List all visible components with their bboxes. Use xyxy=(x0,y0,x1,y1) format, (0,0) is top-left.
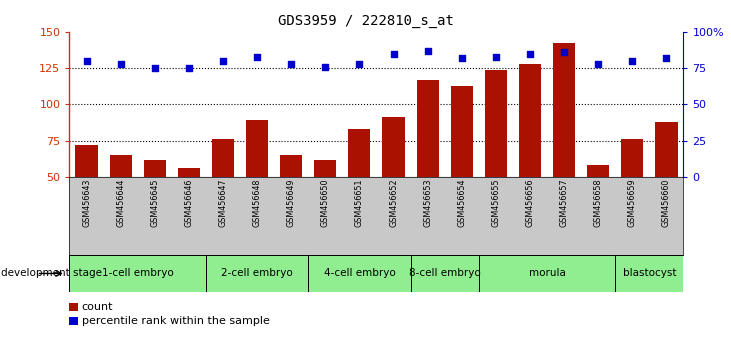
Bar xyxy=(587,165,610,250)
Text: blastocyst: blastocyst xyxy=(623,268,676,279)
Text: GSM456656: GSM456656 xyxy=(526,178,534,227)
Point xyxy=(524,51,536,57)
Bar xyxy=(246,120,268,250)
Point xyxy=(490,54,501,59)
Point xyxy=(183,65,194,71)
Bar xyxy=(621,139,643,250)
Point xyxy=(319,64,331,69)
Bar xyxy=(616,255,683,292)
Point xyxy=(115,61,126,67)
Text: GSM456660: GSM456660 xyxy=(662,178,671,227)
Text: GSM456643: GSM456643 xyxy=(82,178,91,227)
Bar xyxy=(655,122,678,250)
Text: count: count xyxy=(82,302,113,312)
Point xyxy=(422,48,433,53)
Bar xyxy=(212,139,234,250)
Bar xyxy=(519,64,541,250)
Bar xyxy=(143,160,166,250)
Bar xyxy=(553,44,575,250)
Point xyxy=(387,51,399,57)
Bar xyxy=(69,255,206,292)
Text: GSM456651: GSM456651 xyxy=(355,178,364,227)
Text: GSM456655: GSM456655 xyxy=(491,178,500,227)
Point xyxy=(558,49,570,55)
Point xyxy=(217,58,229,64)
Text: 8-cell embryo: 8-cell embryo xyxy=(409,268,480,279)
Text: GSM456648: GSM456648 xyxy=(253,178,262,227)
Point xyxy=(354,61,366,67)
Text: percentile rank within the sample: percentile rank within the sample xyxy=(82,316,270,326)
Bar xyxy=(485,70,507,250)
Point xyxy=(149,65,161,71)
Text: 2-cell embryo: 2-cell embryo xyxy=(221,268,293,279)
Text: GSM456650: GSM456650 xyxy=(321,178,330,227)
Bar xyxy=(206,255,308,292)
Point xyxy=(80,58,92,64)
Bar xyxy=(178,168,200,250)
Point xyxy=(251,54,263,59)
Bar xyxy=(417,80,439,250)
Point xyxy=(661,55,673,61)
Text: GSM456647: GSM456647 xyxy=(219,178,227,227)
Text: GSM456646: GSM456646 xyxy=(184,178,193,227)
Bar xyxy=(110,155,132,250)
Bar xyxy=(479,255,616,292)
Text: GSM456645: GSM456645 xyxy=(151,178,159,227)
Bar xyxy=(314,160,336,250)
Point xyxy=(285,61,297,67)
Text: GSM456654: GSM456654 xyxy=(458,178,466,227)
Text: GSM456653: GSM456653 xyxy=(423,178,432,227)
Point xyxy=(626,58,638,64)
Text: GSM456649: GSM456649 xyxy=(287,178,295,227)
Text: 4-cell embryo: 4-cell embryo xyxy=(324,268,395,279)
Text: development stage: development stage xyxy=(1,268,102,279)
Point xyxy=(592,61,604,67)
Bar xyxy=(75,145,97,250)
Text: GSM456657: GSM456657 xyxy=(560,178,569,227)
Bar xyxy=(280,155,303,250)
Bar xyxy=(411,255,479,292)
Text: GSM456644: GSM456644 xyxy=(116,178,125,227)
Text: GSM456659: GSM456659 xyxy=(628,178,637,227)
Bar xyxy=(382,118,405,250)
Bar xyxy=(348,129,371,250)
Text: GSM456652: GSM456652 xyxy=(389,178,398,227)
Point xyxy=(456,55,468,61)
Bar xyxy=(308,255,411,292)
Text: 1-cell embryo: 1-cell embryo xyxy=(102,268,173,279)
Bar xyxy=(450,86,473,250)
Text: morula: morula xyxy=(529,268,566,279)
Text: GDS3959 / 222810_s_at: GDS3959 / 222810_s_at xyxy=(278,14,453,28)
Text: GSM456658: GSM456658 xyxy=(594,178,602,227)
